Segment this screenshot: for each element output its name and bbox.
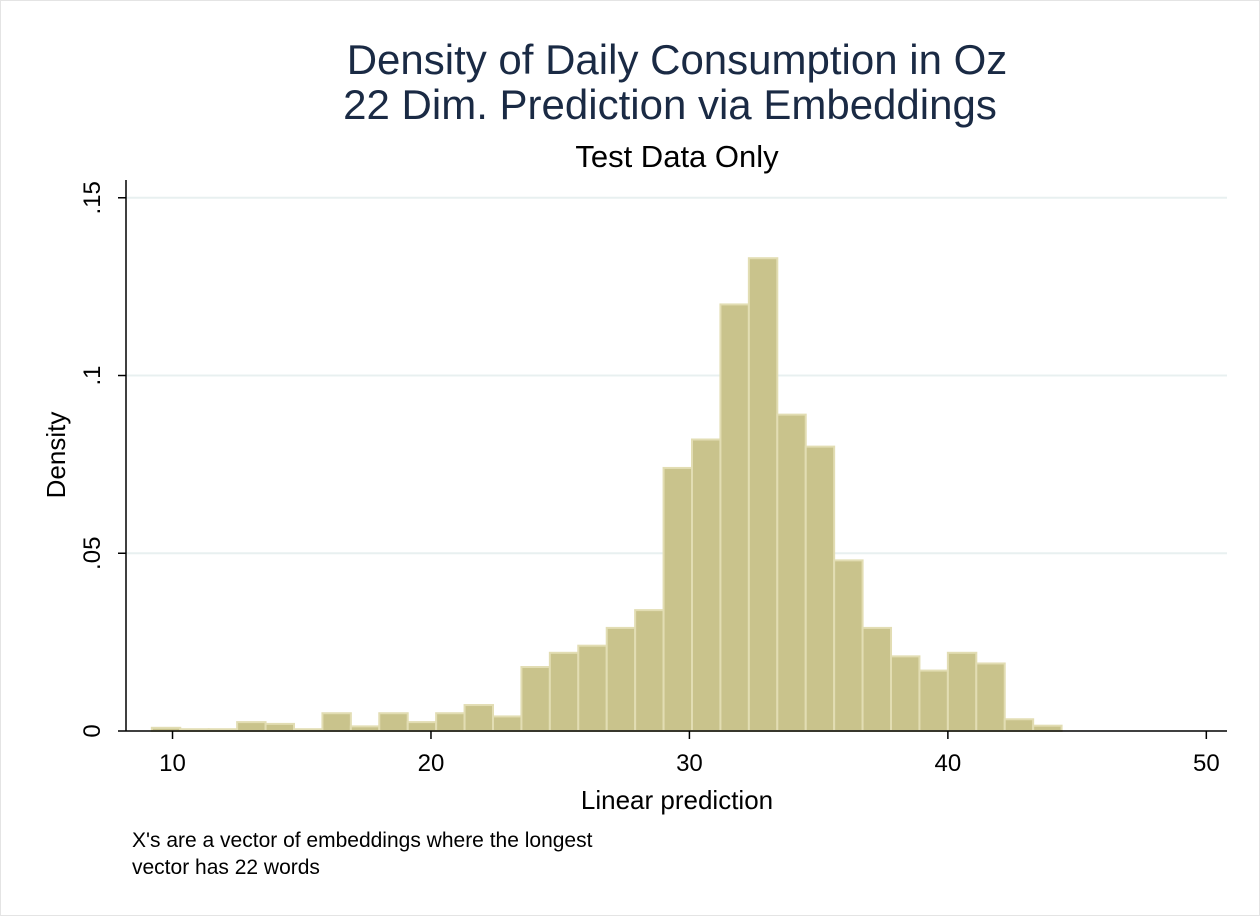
y-tick-label: .1 <box>79 366 106 386</box>
x-tick-label: 40 <box>935 750 962 777</box>
histogram-bar <box>321 712 352 733</box>
histogram-bar <box>492 715 523 733</box>
histogram-bar <box>236 721 267 733</box>
histogram-bar <box>804 445 836 732</box>
histogram-bar <box>378 712 409 733</box>
histogram-bar <box>776 413 807 732</box>
axis-ticks: 10 20 30 40 50 0 .05 .1 .15 <box>79 181 1220 777</box>
x-tick-label: 50 <box>1193 750 1220 777</box>
histogram-bar <box>747 257 779 732</box>
x-tick-label: 30 <box>676 750 703 777</box>
x-tick-label: 10 <box>159 750 186 777</box>
histogram-bar <box>1003 718 1035 733</box>
histogram-bar <box>662 466 694 732</box>
y-axis-title: Density <box>41 412 71 499</box>
histogram-bar <box>833 559 864 732</box>
y-tick-label: .05 <box>79 537 106 570</box>
histogram-bar <box>435 712 466 733</box>
histogram-bar <box>577 644 608 733</box>
histogram-bar <box>719 303 750 732</box>
histogram-bar <box>406 721 438 733</box>
histogram-bar <box>463 704 495 733</box>
chart-note-line-1: X's are a vector of embeddings where the… <box>132 829 593 852</box>
axes <box>125 180 1227 732</box>
x-tick-label: 20 <box>418 750 445 777</box>
histogram-bar <box>605 626 637 732</box>
chart-note-line-2: vector has 22 words <box>132 856 320 879</box>
histogram-bar <box>918 669 949 733</box>
histogram-bar <box>634 609 665 733</box>
chart-title-line-1: Density of Daily Consumption in Oz <box>347 36 1008 83</box>
chart-title-line-2: 22 Dim. Prediction via Embeddings <box>343 81 997 128</box>
histogram-bar <box>548 651 580 732</box>
histogram-bar <box>691 438 722 732</box>
histogram-bar <box>890 655 921 732</box>
histogram-bar <box>975 662 1006 733</box>
y-tick-label: 0 <box>79 724 106 737</box>
histogram-bars <box>150 257 1063 733</box>
histogram-bar <box>520 666 551 732</box>
histogram-bar <box>861 626 893 732</box>
histogram-bar <box>946 651 978 732</box>
histogram-bar <box>1032 724 1063 732</box>
histogram-bar <box>264 722 295 732</box>
y-tick-label: .15 <box>79 181 106 214</box>
x-axis-title: Linear prediction <box>581 785 773 815</box>
chart-subtitle: Test Data Only <box>575 139 779 174</box>
